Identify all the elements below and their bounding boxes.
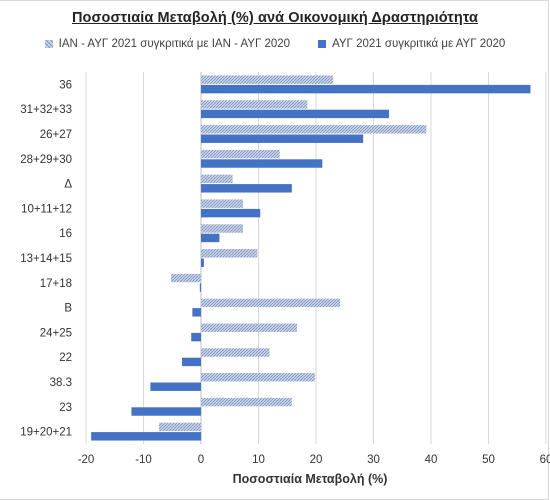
bar-series-2-6 bbox=[201, 233, 220, 243]
x-tick-labels: -20 -10 0 10 20 30 40 50 60 bbox=[78, 454, 550, 466]
bar-series-2-9 bbox=[192, 308, 201, 317]
bar-series-2-8 bbox=[199, 283, 201, 292]
y-tick-label-7: 13+14+15 bbox=[20, 253, 72, 265]
bar-series-2-10 bbox=[191, 332, 201, 342]
y-tick-label-9: Β bbox=[64, 303, 72, 315]
bar-series-1-9 bbox=[201, 298, 341, 308]
x-tick-label-7: 50 bbox=[482, 454, 495, 466]
bar-series-2-2 bbox=[201, 134, 364, 143]
bar-series-1-14 bbox=[159, 422, 201, 432]
bar-series-2-13 bbox=[131, 407, 201, 416]
bar-series-2-4 bbox=[201, 184, 292, 193]
y-tick-label-5: 10+11+12 bbox=[21, 203, 72, 215]
y-tick-label-2: 26+27 bbox=[40, 129, 72, 141]
bar-series-2-12 bbox=[150, 382, 201, 391]
y-tick-label-12: 38.3 bbox=[50, 377, 72, 389]
y-tick-label-4: Δ bbox=[64, 179, 72, 191]
legend-item-series-2: ΑΥΓ 2021 συγκριτικά με ΑΥΓ 2020 bbox=[318, 38, 505, 50]
x-tick-label-1: -10 bbox=[135, 454, 152, 466]
legend-item-series-1: ΙΑΝ - ΑΥΓ 2021 συγκριτικά με ΙΑΝ - ΑΥΓ 2… bbox=[44, 38, 291, 50]
bar-series-1-13 bbox=[201, 397, 292, 407]
x-tick-label-5: 30 bbox=[367, 454, 380, 466]
bar-series-1-11 bbox=[201, 348, 270, 357]
x-tick-label-2: 0 bbox=[198, 454, 204, 466]
x-tick-label-3: 10 bbox=[252, 454, 265, 466]
bar-series-1-7 bbox=[201, 249, 258, 258]
x-tick-label-8: 60 bbox=[540, 454, 550, 466]
x-axis-title: Ποσοστιαία Μεταβολή (%) bbox=[233, 472, 388, 486]
bar-series-2-3 bbox=[201, 159, 323, 168]
y-tick-label-8: 17+18 bbox=[40, 278, 72, 290]
legend-swatch-series-2 bbox=[318, 40, 327, 48]
legend-label-series-1: ΙΑΝ - ΑΥΓ 2021 συγκριτικά με ΙΑΝ - ΑΥΓ 2… bbox=[58, 38, 291, 50]
bar-series-2-7 bbox=[201, 258, 204, 267]
legend-swatch-series-1 bbox=[44, 40, 53, 48]
x-tick-label-6: 40 bbox=[425, 454, 438, 466]
legend-label-series-2: ΑΥΓ 2021 συγκριτικά με ΑΥΓ 2020 bbox=[332, 38, 506, 50]
y-tick-label-13: 23 bbox=[59, 402, 72, 414]
bar-series-1-8 bbox=[171, 273, 201, 283]
bar-series-1-12 bbox=[201, 373, 315, 382]
bar-series-1-5 bbox=[201, 199, 243, 208]
y-tick-label-10: 24+25 bbox=[40, 327, 72, 339]
legend: ΙΑΝ - ΑΥΓ 2021 συγκριτικά με ΙΑΝ - ΑΥΓ 2… bbox=[0, 38, 550, 50]
x-tick-label-4: 20 bbox=[310, 454, 323, 466]
bar-series-1-3 bbox=[201, 149, 280, 159]
bar-series-1-6 bbox=[201, 224, 243, 233]
y-tick-label-0: 36 bbox=[59, 79, 72, 91]
bar-series-2-0 bbox=[201, 84, 531, 94]
bar-series-1-0 bbox=[201, 75, 334, 84]
bar-series-1-1 bbox=[201, 100, 308, 109]
x-tick-label-0: -20 bbox=[78, 454, 95, 466]
y-tick-label-1: 31+32+33 bbox=[20, 104, 72, 116]
grid-lines bbox=[85, 72, 547, 444]
y-tick-label-3: 28+29+30 bbox=[20, 154, 72, 166]
bar-series-1-2 bbox=[201, 125, 427, 134]
bars bbox=[91, 75, 531, 441]
bar-series-2-11 bbox=[182, 357, 201, 367]
chart-title: Ποσοστιαία Μεταβολή (%) ανά Οικονομική Δ… bbox=[71, 10, 479, 26]
bar-series-2-5 bbox=[201, 208, 261, 218]
bar-series-2-14 bbox=[91, 432, 201, 441]
bar-series-1-4 bbox=[201, 174, 233, 184]
bar-series-1-10 bbox=[201, 323, 298, 332]
y-tick-label-6: 16 bbox=[59, 228, 72, 240]
y-tick-label-11: 22 bbox=[59, 352, 72, 364]
y-tick-label-14: 19+20+21 bbox=[20, 427, 72, 439]
bar-series-2-1 bbox=[201, 109, 390, 119]
y-tick-labels: 36 31+32+33 26+27 28+29+30 Δ 10+11+12 16 13+14+… bbox=[20, 79, 72, 438]
